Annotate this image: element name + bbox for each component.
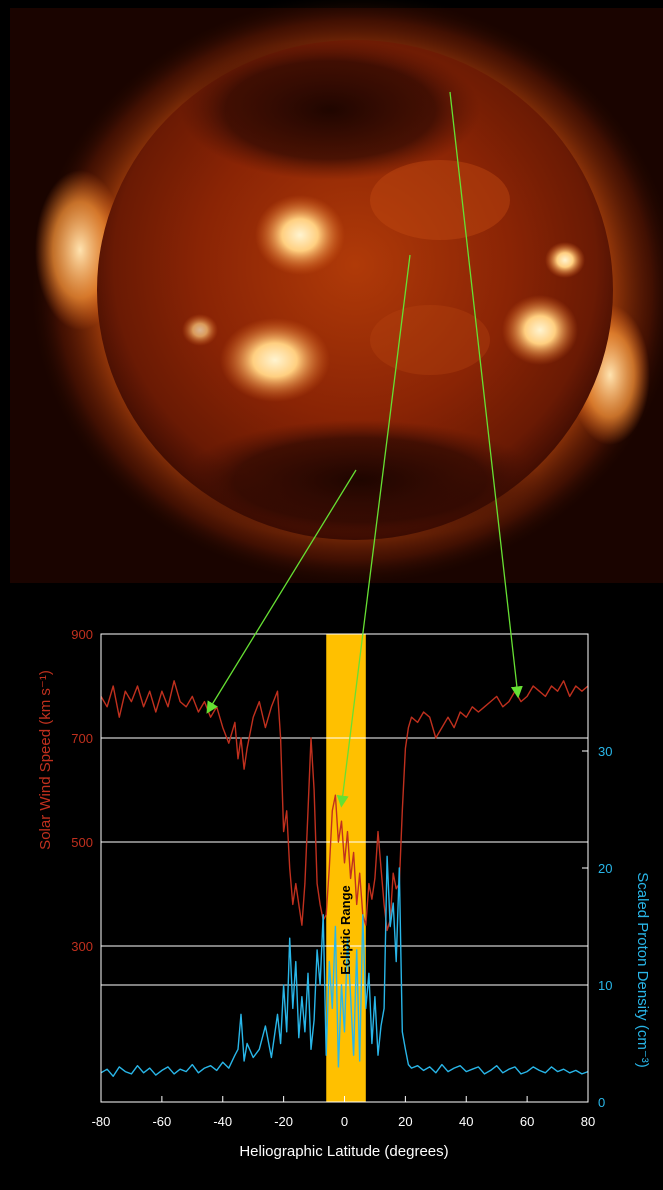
y-left-tick-label: 300 <box>71 939 93 954</box>
y-right-tick-label: 30 <box>598 744 612 759</box>
series-line-scaled-proton-density <box>100 855 589 1078</box>
y-right-tick-label: 0 <box>598 1095 605 1110</box>
x-axis-label: Heliographic Latitude (degrees) <box>239 1143 448 1160</box>
x-tick-label: -40 <box>213 1114 232 1129</box>
y-right-tick-label: 10 <box>598 978 612 993</box>
x-tick-label: 40 <box>459 1114 473 1129</box>
x-tick-label: -20 <box>274 1114 293 1129</box>
y-axis-left-label: Solar Wind Speed (km s⁻¹) <box>37 670 54 850</box>
x-tick-label: -80 <box>92 1114 111 1129</box>
x-tick-label: 80 <box>581 1114 595 1129</box>
x-tick-label: 20 <box>398 1114 412 1129</box>
south-pole-arrow <box>206 469 357 714</box>
y-left-tick-label: 500 <box>71 835 93 850</box>
x-tick-label: 60 <box>520 1114 534 1129</box>
sun-xray-image <box>10 0 663 590</box>
equator-arrow <box>336 254 411 808</box>
y-right-tick-label: 20 <box>598 861 612 876</box>
x-tick-label: -60 <box>152 1114 171 1129</box>
y-left-tick-label: 900 <box>71 627 93 642</box>
x-tick-label: 0 <box>341 1114 348 1129</box>
chart: -80 -60 -40 -20 0 20 40 60 80 900 700 500 300 30 20 10 0… <box>37 91 651 1160</box>
ecliptic-range-label: Ecliptic Range <box>338 885 353 975</box>
y-left-tick-label: 700 <box>71 731 93 746</box>
y-axis-right-label: Scaled Proton Density (cm⁻³) <box>634 872 651 1067</box>
north-pole-arrow <box>449 91 523 699</box>
